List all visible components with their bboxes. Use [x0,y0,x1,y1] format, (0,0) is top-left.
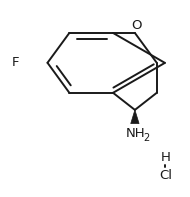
Text: NH: NH [125,127,145,140]
Text: F: F [11,56,19,69]
Text: Cl: Cl [159,169,172,182]
Text: H: H [160,151,170,164]
Text: O: O [131,20,142,33]
Text: 2: 2 [143,133,150,143]
Polygon shape [131,110,139,124]
